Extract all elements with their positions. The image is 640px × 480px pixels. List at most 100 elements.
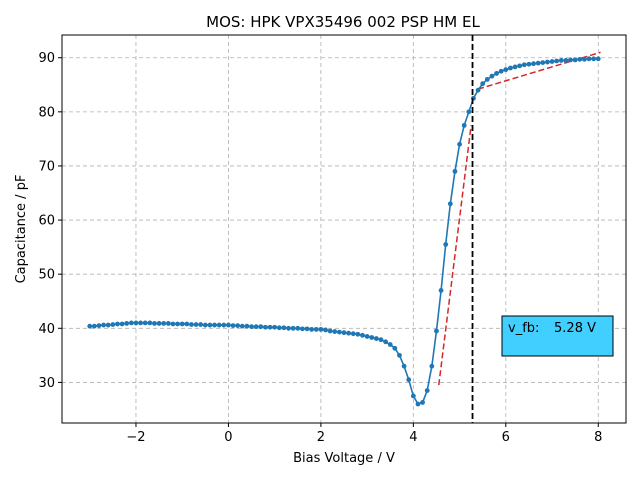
data-point	[341, 330, 347, 336]
x-tick-label: −2	[126, 430, 145, 445]
data-point	[415, 401, 421, 407]
data-point	[332, 329, 338, 334]
data-point	[336, 329, 342, 335]
data-point	[327, 328, 333, 334]
vfb-box	[501, 315, 614, 357]
data-point	[447, 201, 453, 207]
y-tick-label: 50	[38, 268, 55, 283]
data-point	[161, 321, 167, 326]
data-point	[133, 320, 139, 326]
data-point	[494, 71, 499, 76]
x-tick-label: 4	[409, 430, 417, 445]
data-point	[545, 59, 550, 65]
x-tick-label: 2	[317, 430, 325, 445]
data-point	[369, 335, 375, 340]
data-point	[383, 339, 389, 345]
data-point	[96, 323, 102, 328]
data-point	[535, 60, 541, 66]
data-point	[591, 56, 597, 62]
data-point	[87, 323, 93, 329]
data-point	[198, 322, 204, 327]
data-point	[581, 56, 587, 62]
data-point	[110, 322, 116, 327]
y-tick-label: 90	[38, 51, 55, 66]
data-point	[128, 320, 134, 326]
data-point	[249, 324, 254, 330]
data-point	[267, 324, 273, 330]
data-point	[193, 322, 199, 327]
data-point	[216, 322, 222, 328]
data-point	[244, 323, 250, 329]
data-point	[138, 320, 143, 326]
data-point	[586, 56, 592, 62]
data-point	[221, 322, 227, 328]
data-point	[457, 141, 462, 147]
fit-line	[438, 125, 472, 386]
vfb-label: v_fb:	[508, 321, 539, 336]
data-point	[484, 76, 490, 82]
data-point	[202, 322, 208, 328]
data-point	[489, 73, 495, 79]
data-point	[286, 325, 291, 331]
data-point	[461, 122, 467, 128]
chart-title: MOS: HPK VPX35496 002 PSP HM EL	[206, 13, 480, 31]
data-point	[452, 168, 458, 174]
y-tick-label: 70	[38, 159, 55, 174]
data-point	[387, 342, 393, 347]
y-axis: 30 40 50 60 70 80 90	[38, 51, 62, 391]
x-tick-label: 6	[502, 430, 510, 445]
data-point	[170, 321, 176, 327]
data-point	[475, 87, 481, 93]
data-point	[540, 60, 546, 65]
data-point	[517, 63, 523, 69]
data-point	[480, 81, 486, 87]
data-point	[318, 326, 324, 332]
data-point	[498, 68, 504, 74]
data-point	[568, 57, 573, 63]
data-point	[230, 323, 236, 328]
data-point	[466, 109, 472, 115]
vfb-annotation: v_fb: 5.28 V	[501, 315, 614, 357]
data-point	[526, 61, 532, 67]
data-point	[508, 65, 513, 71]
data-point	[521, 62, 527, 68]
data-point	[355, 331, 361, 337]
data-point	[119, 321, 125, 327]
data-point	[392, 345, 398, 351]
data-point	[142, 320, 148, 326]
data-point	[175, 321, 180, 327]
data-point	[235, 323, 241, 328]
y-tick-label: 80	[38, 105, 55, 120]
data-point	[309, 326, 315, 332]
data-point	[554, 58, 560, 64]
data-point	[420, 400, 425, 405]
data-point	[531, 61, 536, 67]
data-point	[410, 393, 416, 399]
data-point	[91, 323, 97, 329]
data-point	[429, 363, 435, 369]
data-point	[212, 322, 217, 328]
data-point	[577, 56, 583, 62]
x-axis-label: Bias Voltage / V	[293, 451, 395, 466]
data-point	[239, 323, 245, 329]
data-point	[406, 377, 412, 383]
data-point	[373, 336, 379, 341]
vfb-value: 5.28 V	[554, 321, 596, 336]
data-point	[378, 337, 384, 343]
data-point	[290, 325, 296, 331]
data-point	[272, 324, 278, 330]
data-point	[401, 363, 407, 369]
data-point	[276, 325, 282, 331]
y-tick-label: 40	[38, 322, 55, 337]
data-point	[184, 321, 190, 327]
data-point	[253, 324, 259, 330]
series-group	[87, 56, 601, 407]
data-point	[115, 321, 120, 327]
data-point	[207, 322, 213, 328]
data-point	[281, 325, 287, 331]
data-point	[304, 326, 310, 332]
data-point	[558, 58, 564, 63]
data-point	[124, 321, 130, 326]
fit-lines	[438, 51, 601, 386]
